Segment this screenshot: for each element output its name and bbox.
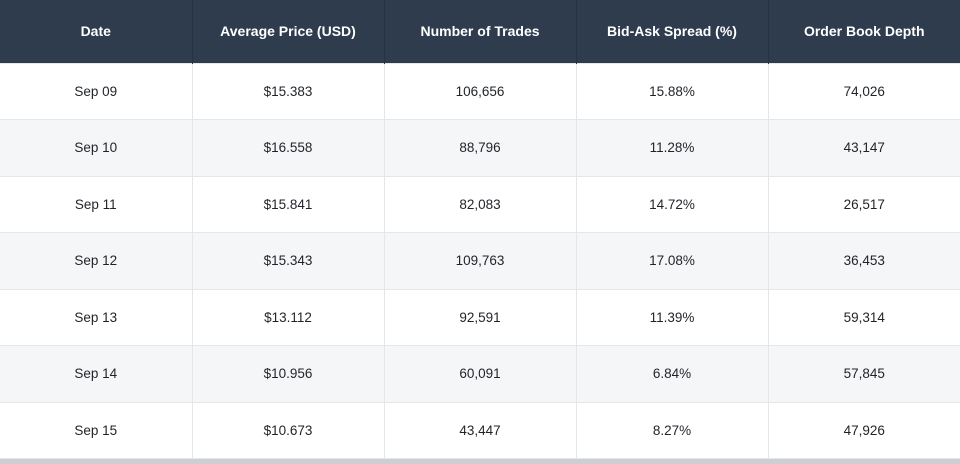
table-row: Sep 15 $10.673 43,447 8.27% 47,926 [0,401,960,459]
cell-spread: 11.39% [575,288,769,346]
cell-date: Sep 15 [0,401,193,459]
cell-depth: 74,026 [767,62,960,120]
table-header: Date Average Price (USD) Number of Trade… [0,0,960,63]
cell-trades: 88,796 [383,119,577,177]
cell-depth: 57,845 [767,345,960,403]
cell-date: Sep 09 [0,62,193,120]
cell-trades: 82,083 [383,175,577,233]
cell-avg-price: $13.112 [191,288,385,346]
cell-spread: 17.08% [575,232,769,290]
cell-trades: 60,091 [383,345,577,403]
cell-spread: 15.88% [575,62,769,120]
cell-depth: 36,453 [767,232,960,290]
cell-spread: 8.27% [575,401,769,459]
cell-avg-price: $10.673 [191,401,385,459]
header-row: Date Average Price (USD) Number of Trade… [0,0,960,63]
table-body: Sep 09 $15.383 106,656 15.88% 74,026 Sep… [0,62,960,459]
cell-avg-price: $15.841 [191,175,385,233]
cell-spread: 6.84% [575,345,769,403]
column-header-bid-ask-spread: Bid-Ask Spread (%) [575,0,769,63]
cell-depth: 26,517 [767,175,960,233]
cell-depth: 47,926 [767,401,960,459]
cell-avg-price: $15.343 [191,232,385,290]
cell-depth: 43,147 [767,119,960,177]
cell-trades: 92,591 [383,288,577,346]
table-row: Sep 09 $15.383 106,656 15.88% 74,026 [0,62,960,120]
cell-trades: 109,763 [383,232,577,290]
table-row: Sep 12 $15.343 109,763 17.08% 36,453 [0,232,960,290]
cell-avg-price: $16.558 [191,119,385,177]
cell-avg-price: $15.383 [191,62,385,120]
table-row: Sep 13 $13.112 92,591 11.39% 59,314 [0,288,960,346]
table-row: Sep 11 $15.841 82,083 14.72% 26,517 [0,175,960,233]
column-header-date: Date [0,0,193,63]
cell-date: Sep 10 [0,119,193,177]
cell-spread: 14.72% [575,175,769,233]
cell-date: Sep 12 [0,232,193,290]
cell-spread: 11.28% [575,119,769,177]
cell-date: Sep 11 [0,175,193,233]
column-header-average-price: Average Price (USD) [191,0,385,63]
column-header-number-of-trades: Number of Trades [383,0,577,63]
bottom-edge-strip [0,459,960,464]
column-header-order-book-depth: Order Book Depth [767,0,960,63]
cell-trades: 43,447 [383,401,577,459]
cell-trades: 106,656 [383,62,577,120]
table-row: Sep 14 $10.956 60,091 6.84% 57,845 [0,345,960,403]
cell-depth: 59,314 [767,288,960,346]
cell-avg-price: $10.956 [191,345,385,403]
cell-date: Sep 13 [0,288,193,346]
cell-date: Sep 14 [0,345,193,403]
table-row: Sep 10 $16.558 88,796 11.28% 43,147 [0,119,960,177]
